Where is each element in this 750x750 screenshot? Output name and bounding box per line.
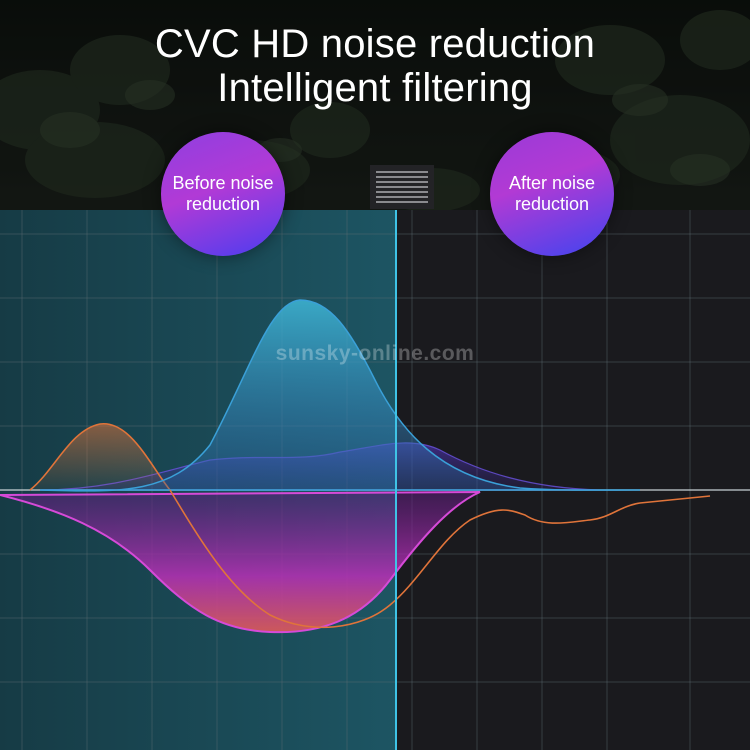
blue-wave-area	[39, 299, 641, 492]
before-noise-reduction-badge: Before noise reduction	[161, 132, 285, 256]
after-noise-reduction-badge: After noise reduction	[490, 132, 614, 256]
grid-lines	[0, 210, 750, 750]
microphone-grill-icon	[370, 165, 434, 209]
orange-wave-upper	[29, 423, 171, 491]
watermark-text: sunsky-online.com	[275, 342, 475, 365]
waveform-plot	[0, 210, 750, 750]
headline-line-1: CVC HD noise reduction	[154, 22, 596, 66]
headline-line-2: Intelligent filtering	[217, 66, 533, 110]
after-badge-label: After noise reduction	[508, 173, 596, 214]
magenta-wave-area	[0, 491, 481, 634]
foliage-background	[0, 0, 750, 210]
orange-wave-lower	[169, 489, 711, 629]
before-badge-label: Before noise reduction	[172, 173, 274, 214]
